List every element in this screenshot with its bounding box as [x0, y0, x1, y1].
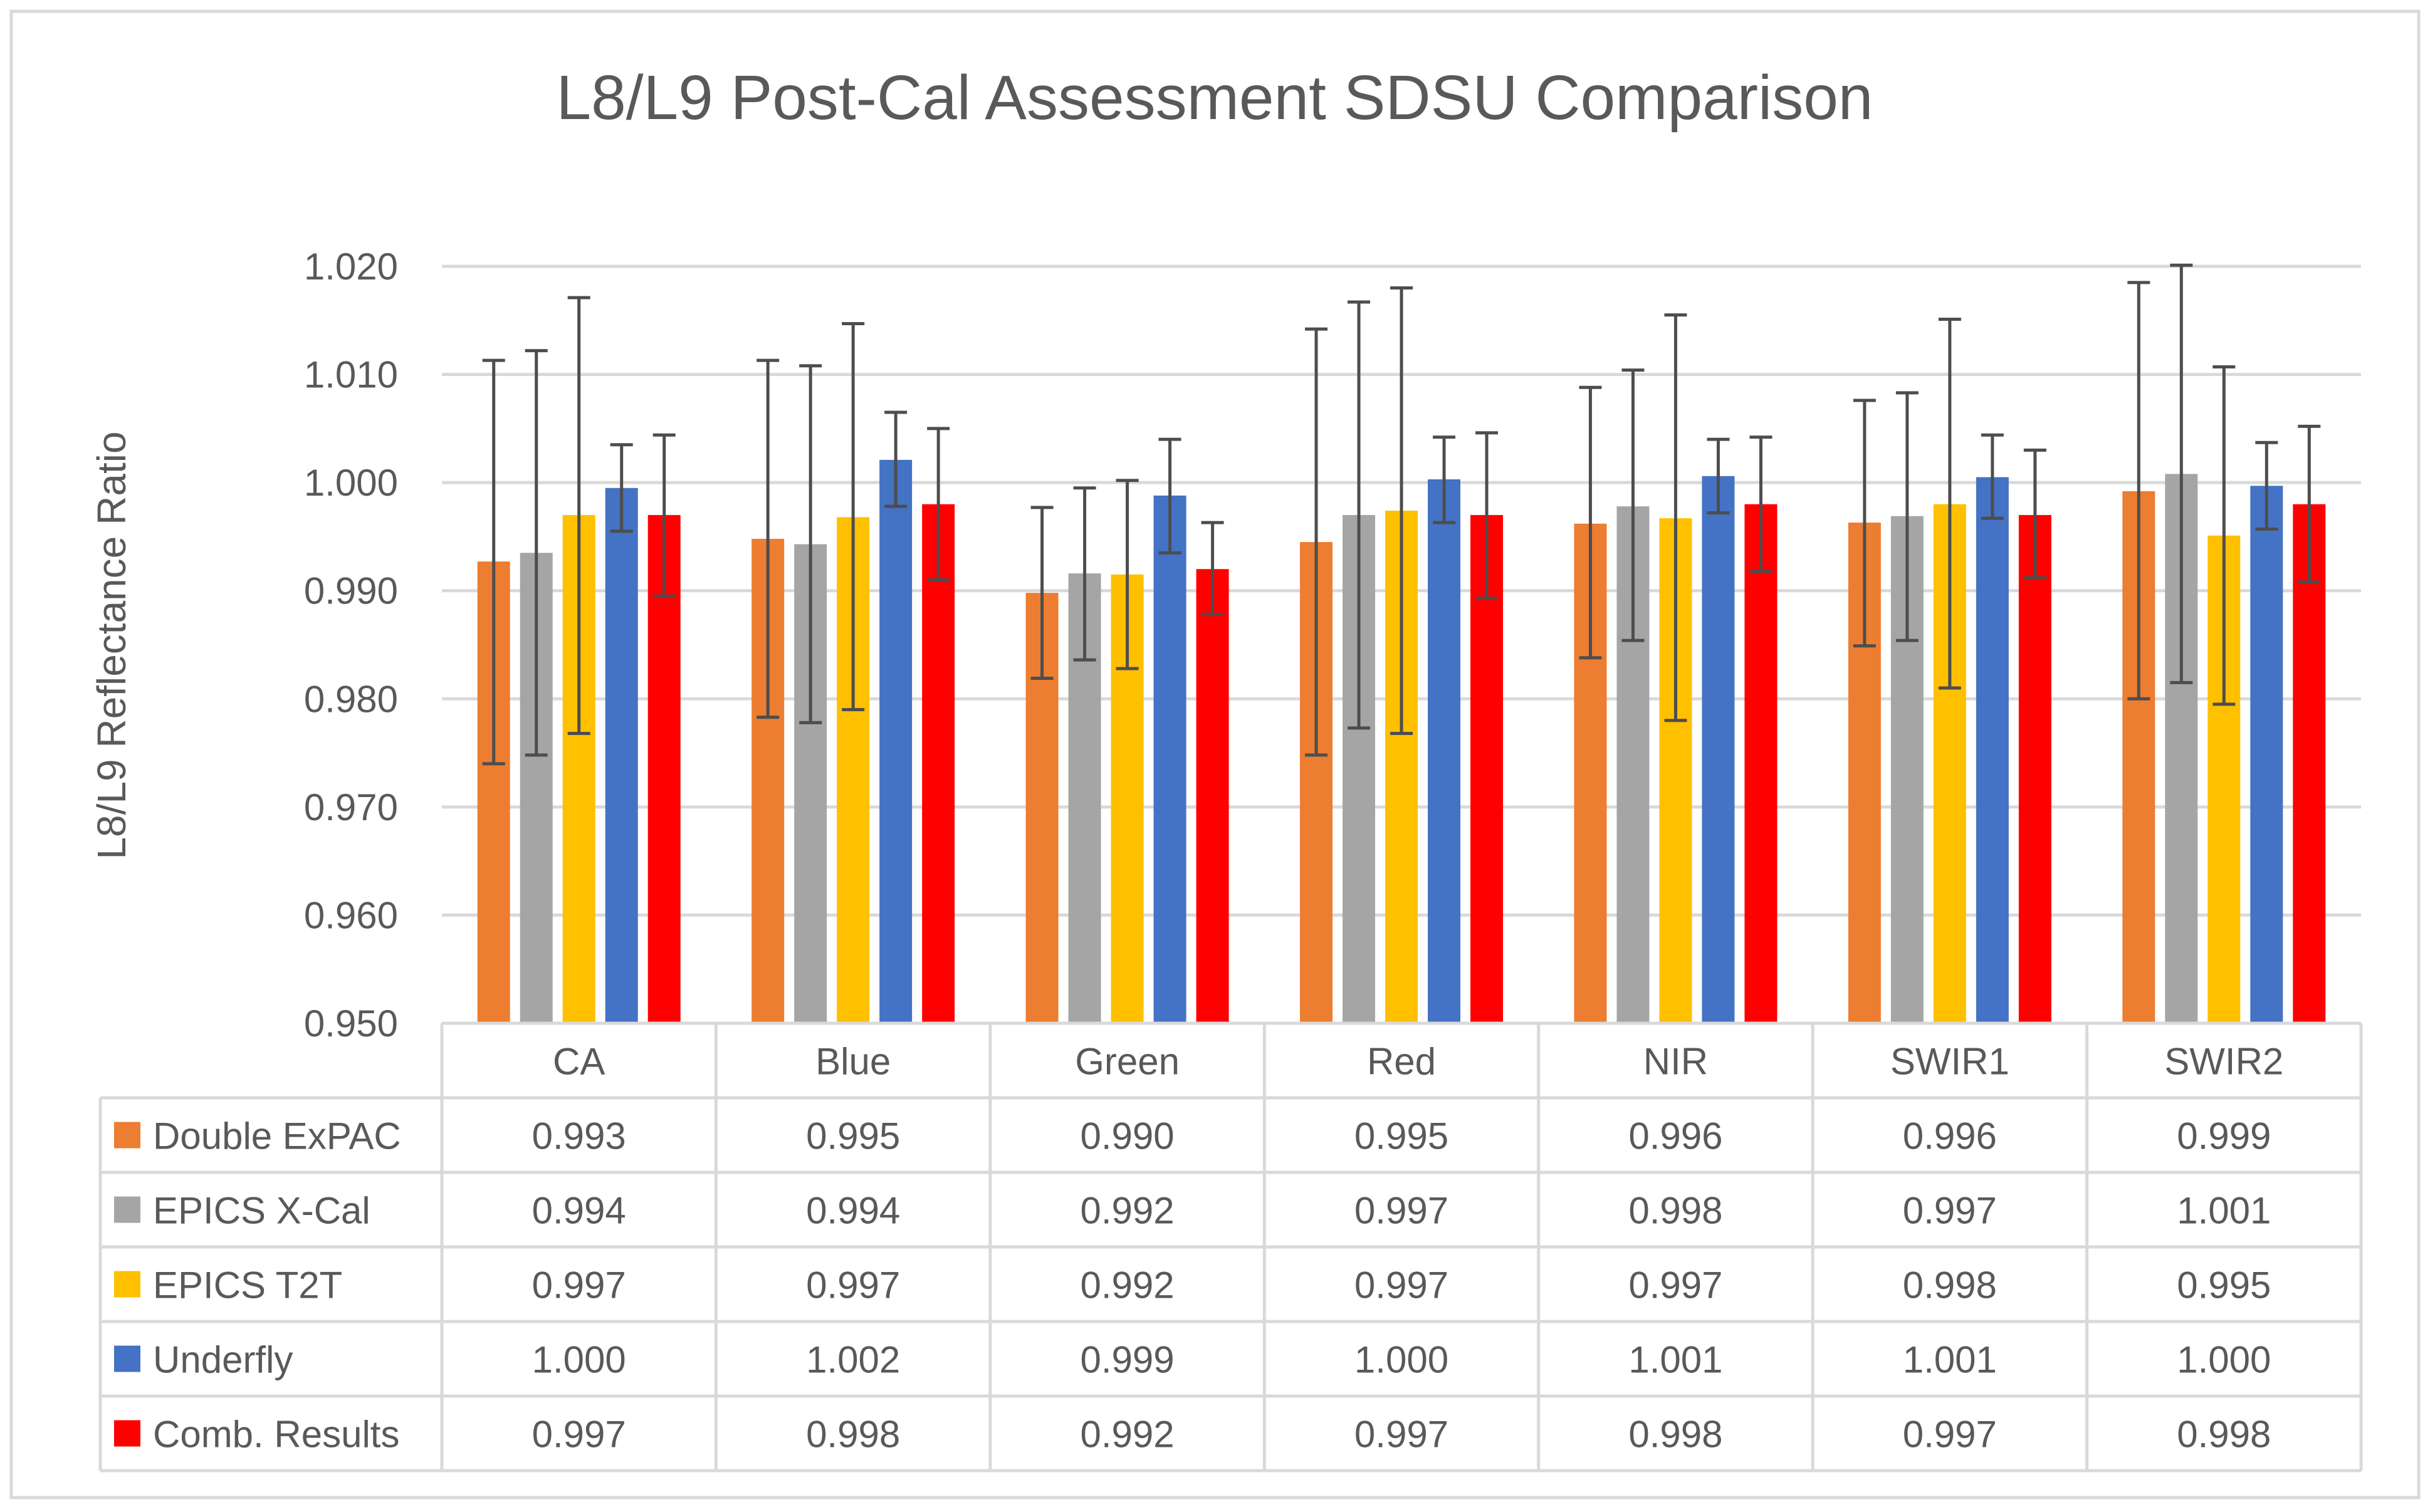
legend-swatch: [114, 1196, 140, 1223]
category-label: Green: [1075, 1041, 1180, 1083]
category-label: SWIR1: [1890, 1041, 2009, 1083]
bar: [922, 504, 955, 1023]
chart-border: [9, 9, 2421, 1499]
legend-label: EPICS X-Cal: [153, 1190, 370, 1232]
bar: [879, 459, 913, 1023]
data-label: 1.000: [532, 1339, 626, 1381]
y-tick-label: 1.000: [304, 462, 398, 504]
data-label: 0.998: [1903, 1264, 1997, 1306]
y-axis: 0.950 0.960 0.970 0.980 0.990 1.000 1.010 1.020: [304, 246, 398, 1045]
data-label: 0.992: [1080, 1414, 1174, 1456]
legend-swatch: [114, 1271, 140, 1298]
bar: [2293, 504, 2326, 1023]
legend-label: Comb. Results: [153, 1414, 399, 1456]
data-label: 0.990: [1080, 1115, 1174, 1157]
category-label: CA: [553, 1041, 605, 1083]
y-tick-label: 0.950: [304, 1003, 398, 1045]
legend-swatch: [114, 1345, 140, 1372]
y-tick-label: 0.980: [304, 678, 398, 720]
data-label: 0.999: [2177, 1115, 2271, 1157]
legend-label: EPICS T2T: [153, 1264, 342, 1306]
data-label: 0.997: [1354, 1190, 1448, 1232]
category-label: SWIR2: [2164, 1041, 2283, 1083]
data-label: 0.992: [1080, 1190, 1174, 1232]
error-bars: [482, 263, 2321, 766]
legend-swatch: [114, 1122, 140, 1149]
data-label: 0.997: [1354, 1414, 1448, 1456]
chart-title: L8/L9 Post-Cal Assessment SDSU Compariso…: [557, 63, 1873, 133]
data-label: 0.997: [1903, 1190, 1997, 1232]
data-label: 0.997: [1354, 1264, 1448, 1306]
data-label: 1.001: [2177, 1190, 2271, 1232]
bar: [2250, 486, 2283, 1023]
data-label: 0.995: [2177, 1264, 2271, 1306]
data-label: 0.993: [532, 1115, 626, 1157]
data-label: 0.994: [806, 1190, 900, 1232]
data-label: 0.997: [1903, 1414, 1997, 1456]
data-label: 0.998: [806, 1414, 900, 1456]
data-label: 0.998: [2177, 1414, 2271, 1456]
data-label: 0.994: [532, 1190, 626, 1232]
bar: [1744, 504, 1778, 1023]
data-label: 1.000: [2177, 1339, 2271, 1381]
bar: [1153, 495, 1186, 1023]
y-tick-label: 1.020: [304, 246, 398, 288]
data-label: 1.001: [1628, 1339, 1722, 1381]
data-label: 0.997: [532, 1264, 626, 1306]
legend-swatch: [114, 1420, 140, 1447]
bars: [477, 459, 2326, 1023]
data-label: 0.992: [1080, 1264, 1174, 1306]
bar: [1428, 479, 1460, 1023]
y-axis-label: L8/L9 Reflectance Ratio: [89, 431, 134, 859]
y-tick-label: 0.990: [304, 570, 398, 612]
data-label: 0.995: [1354, 1115, 1448, 1157]
bar: [1976, 477, 2009, 1023]
data-label: 0.997: [532, 1414, 626, 1456]
data-label: 0.995: [806, 1115, 900, 1157]
data-table: CA Blue Green Red NIR SWIR1 SWIR2 Double ExPAC 0…: [98, 1021, 2363, 1473]
legend-label: Underfly: [153, 1339, 293, 1381]
legend-label: Double ExPAC: [153, 1115, 401, 1157]
bar: [605, 487, 638, 1023]
data-label: 0.997: [1628, 1264, 1722, 1306]
bar: [1702, 476, 1735, 1023]
bar: [647, 514, 681, 1023]
bar: [1196, 569, 1229, 1023]
category-label: Red: [1367, 1041, 1436, 1083]
data-label: 0.998: [1628, 1414, 1722, 1456]
data-label: 1.000: [1354, 1339, 1448, 1381]
category-label: NIR: [1643, 1041, 1708, 1083]
bar: [2018, 514, 2051, 1023]
data-label: 0.997: [806, 1264, 900, 1306]
data-label: 0.999: [1080, 1339, 1174, 1381]
data-label: 1.002: [806, 1339, 900, 1381]
data-label: 0.996: [1903, 1115, 1997, 1157]
y-tick-label: 0.970: [304, 786, 398, 828]
data-label: 0.998: [1628, 1190, 1722, 1232]
data-label: 0.996: [1628, 1115, 1722, 1157]
data-label: 1.001: [1903, 1339, 1997, 1381]
category-label: Blue: [815, 1041, 891, 1083]
y-tick-label: 1.010: [304, 354, 398, 396]
y-tick-label: 0.960: [304, 894, 398, 936]
